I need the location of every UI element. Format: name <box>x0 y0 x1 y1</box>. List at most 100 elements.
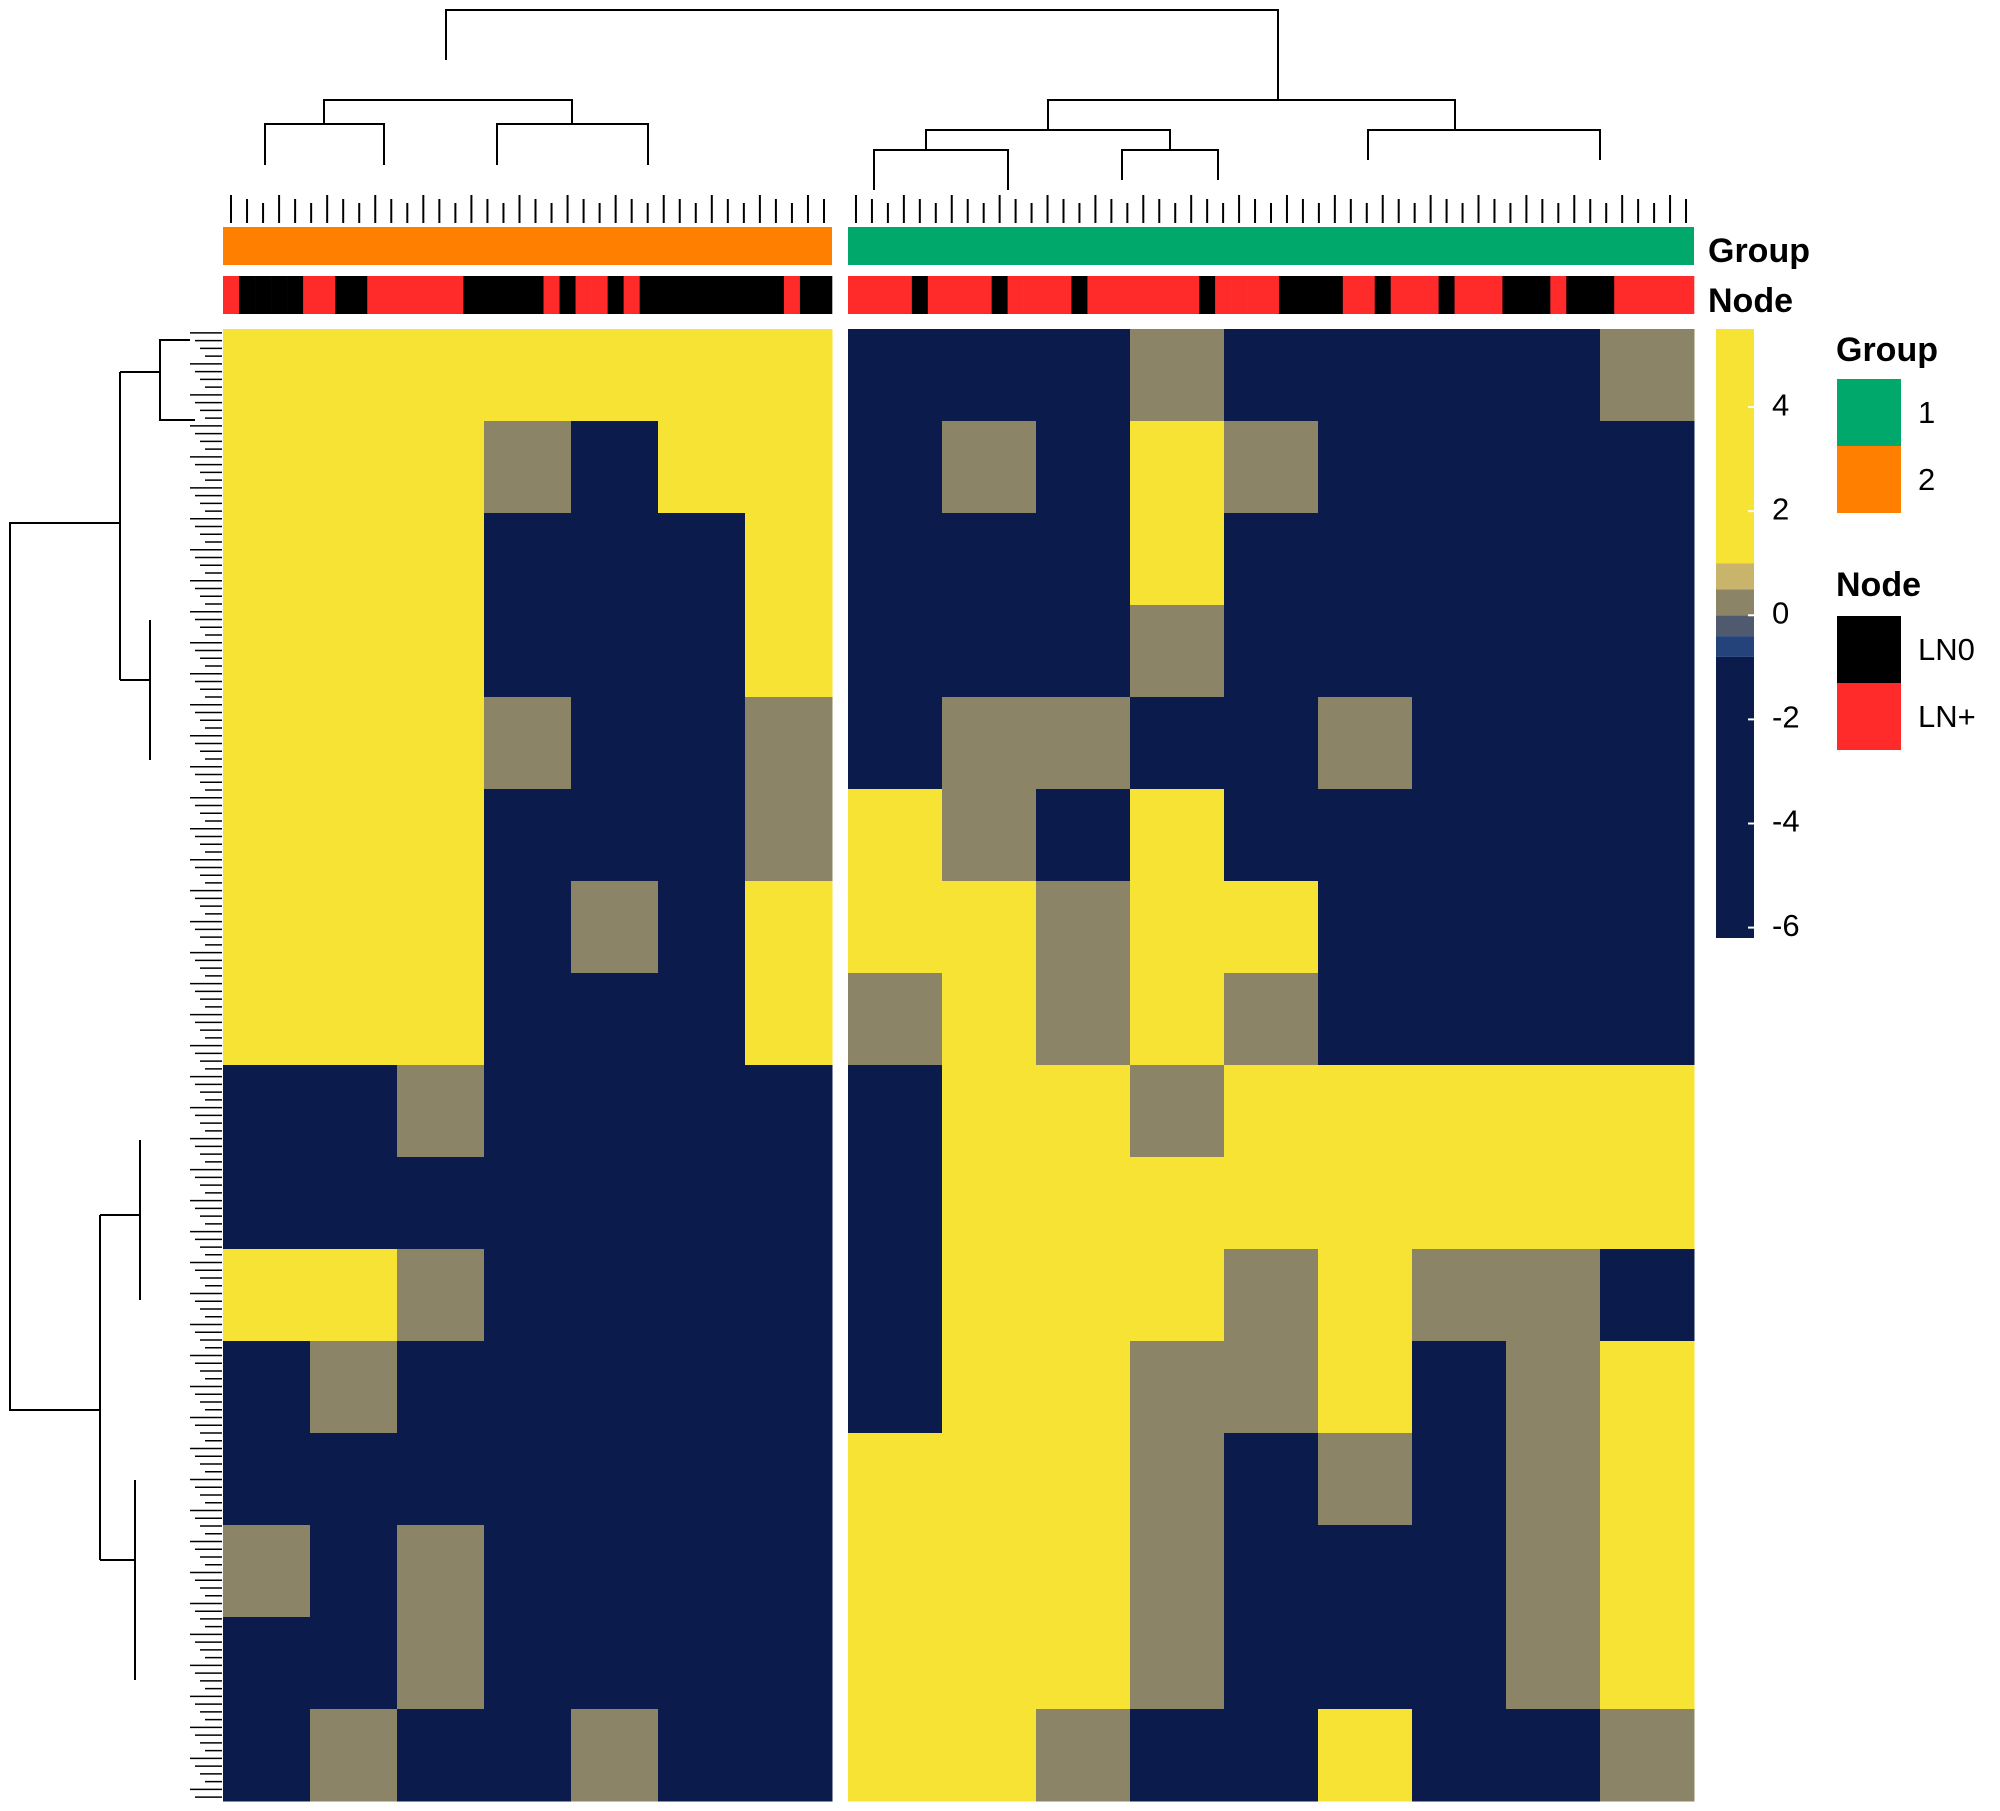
heatmap-cell <box>397 329 485 422</box>
heatmap-cell <box>942 1525 1037 1618</box>
node-segment <box>255 276 272 314</box>
heatmap-cell <box>571 421 659 514</box>
node-segment <box>639 276 657 314</box>
node-segment <box>943 276 961 314</box>
node-segment <box>991 276 1008 314</box>
heatmap-cell <box>1318 1341 1413 1434</box>
heatmap-cell <box>848 881 943 974</box>
heatmap-cell <box>310 1157 398 1250</box>
node-segment <box>271 276 288 314</box>
heatmap-cell <box>658 421 746 514</box>
node-segment <box>959 276 976 314</box>
heatmap-cell <box>571 1525 659 1618</box>
node-segment <box>1582 276 1599 314</box>
heatmap-cell <box>1036 605 1131 698</box>
heatmap-cell <box>658 789 746 882</box>
heatmap-cell <box>745 881 833 974</box>
heatmap-cell <box>848 1249 943 1342</box>
heatmap-cell <box>1506 1433 1601 1526</box>
heatmap-cell <box>658 1157 746 1250</box>
heatmap-cell <box>1130 1617 1225 1710</box>
node-segment <box>287 276 304 314</box>
heatmap-cell <box>1600 513 1695 606</box>
heatmap-cell <box>310 697 398 790</box>
heatmap-cell <box>484 973 572 1066</box>
heatmap-cell <box>942 789 1037 882</box>
heatmap-cell <box>745 1157 833 1250</box>
heatmap-cell <box>223 513 311 606</box>
node-segment <box>1151 276 1168 314</box>
heatmap-cell <box>310 1341 398 1434</box>
heatmap-cell <box>1224 1065 1319 1158</box>
heatmap-cell <box>484 1157 572 1250</box>
node-segment <box>1390 276 1407 314</box>
heatmap-cell <box>658 881 746 974</box>
heatmap-cell <box>223 1617 311 1710</box>
heatmap-cell <box>1130 1065 1225 1158</box>
heatmap-cell <box>1600 605 1695 698</box>
heatmap-cell <box>1130 513 1225 606</box>
node-segment <box>1007 276 1024 314</box>
heatmap-cell <box>484 1709 572 1802</box>
node-segment <box>223 276 240 314</box>
heatmap-cell <box>1506 513 1601 606</box>
heatmap-cell <box>223 973 311 1066</box>
heatmap-cell <box>1036 1157 1131 1250</box>
heatmap-cell <box>942 1065 1037 1158</box>
node-segment <box>799 276 817 314</box>
heatmap-cell <box>658 1433 746 1526</box>
heatmap-cell <box>658 1341 746 1434</box>
colorbar-band <box>1716 636 1754 657</box>
node-segment <box>1422 276 1439 314</box>
heatmap-cell <box>484 421 572 514</box>
heatmap-cell <box>1412 697 1507 790</box>
heatmap-cell <box>310 513 398 606</box>
heatmap-cell <box>942 1709 1037 1802</box>
heatmap-cell <box>1412 1433 1507 1526</box>
heatmap-cell <box>1036 1709 1131 1802</box>
heatmap-cell <box>1130 973 1225 1066</box>
heatmap-cell <box>1412 1157 1507 1250</box>
node-segment <box>367 276 384 314</box>
heatmap-cell <box>1224 421 1319 514</box>
colorbar-tick-label: 0 <box>1772 595 1789 630</box>
node-segment <box>879 276 897 314</box>
node-segment <box>575 276 592 314</box>
heatmap-cell <box>942 421 1037 514</box>
heatmap-cell <box>310 1433 398 1526</box>
node-segment <box>1406 276 1423 314</box>
heatmap-cell <box>571 1617 659 1710</box>
heatmap-cell <box>1506 1617 1601 1710</box>
heatmap-cell <box>1130 329 1225 422</box>
heatmap-cell <box>397 1433 485 1526</box>
heatmap-cell <box>1412 1525 1507 1618</box>
colorbar-band <box>1716 329 1754 564</box>
heatmap-cell <box>1036 789 1131 882</box>
heatmap-cell <box>1600 789 1695 882</box>
heatmap-cell <box>745 1617 833 1710</box>
legend-label: 1 <box>1918 395 1935 430</box>
heatmap-cell <box>1224 881 1319 974</box>
heatmap-cell <box>658 513 746 606</box>
heatmap-cell <box>1412 421 1507 514</box>
heatmap-cell <box>658 973 746 1066</box>
node-segment <box>1614 276 1631 314</box>
heatmap-cell <box>1506 881 1601 974</box>
heatmap-cell <box>942 1157 1037 1250</box>
node-segment <box>591 276 608 314</box>
node-segment <box>1502 276 1519 314</box>
node-segment <box>479 276 496 314</box>
node-segment <box>447 276 464 314</box>
heatmap-cell <box>571 1341 659 1434</box>
heatmap-cell <box>1318 881 1413 974</box>
heatmap-cell <box>1506 697 1601 790</box>
node-segment <box>848 276 865 314</box>
node-segment <box>687 276 705 314</box>
heatmap-cell <box>571 1709 659 1802</box>
heatmap-cell <box>658 1065 746 1158</box>
legend-swatch <box>1837 446 1901 513</box>
node-segment <box>335 276 352 314</box>
heatmap-cell <box>223 881 311 974</box>
heatmap-cell <box>942 1433 1037 1526</box>
heatmap-cell <box>658 1249 746 1342</box>
